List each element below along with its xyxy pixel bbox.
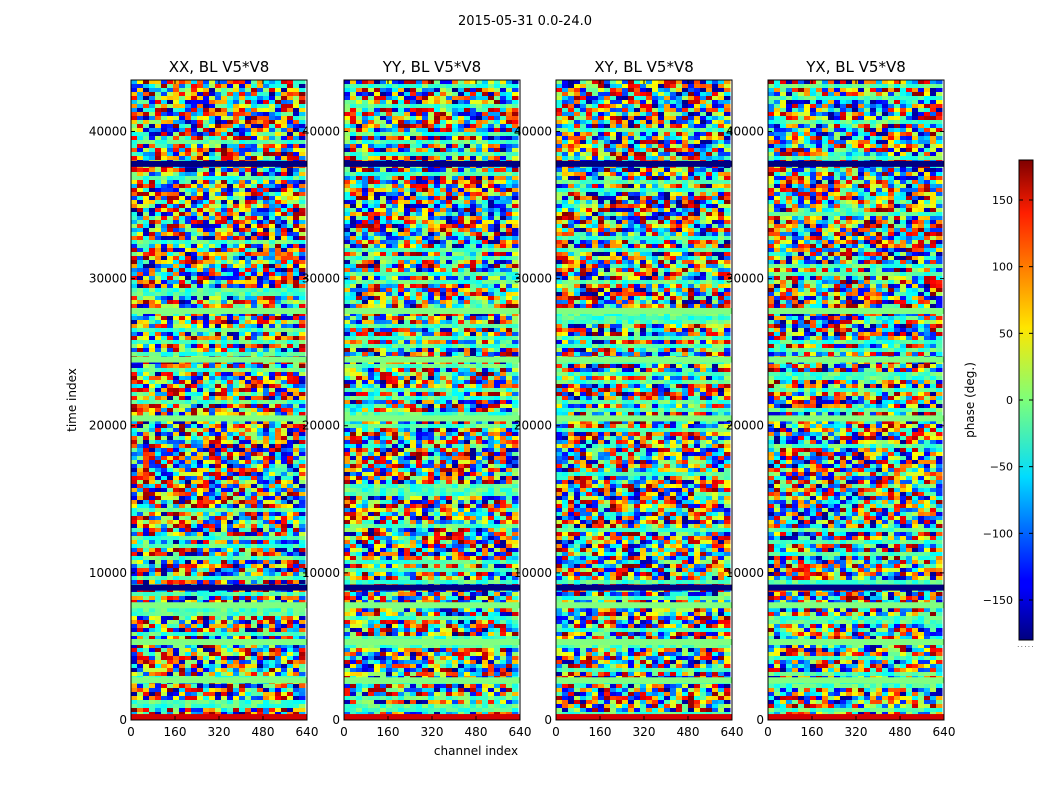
phase-band — [131, 415, 307, 421]
phase-band — [768, 161, 944, 167]
y-tick-label: 0 — [756, 713, 764, 727]
heatmap-panel-3: 0 160 320 480 640 0 10000 20000 30000 40000 — [514, 80, 744, 739]
phase-band — [556, 639, 732, 645]
y-tick-label: 0 — [544, 713, 552, 727]
heatmap-cells — [131, 80, 306, 721]
heatmap-panel-4: 0 160 320 480 640 0 10000 20000 30000 40000 — [726, 80, 956, 739]
phase-band — [768, 639, 944, 645]
y-tick-label: 30000 — [89, 272, 127, 286]
phase-band — [768, 357, 944, 363]
x-tick-label: 320 — [845, 725, 868, 739]
phase-band — [344, 677, 520, 683]
y-tick-label: 40000 — [302, 124, 340, 138]
phase-band — [768, 602, 944, 608]
x-tick-label: 480 — [252, 725, 275, 739]
phase-band — [556, 415, 732, 421]
x-tick-label: 0 — [764, 725, 772, 739]
phase-band — [556, 308, 732, 314]
x-tick-label: 640 — [933, 725, 956, 739]
phase-band — [768, 585, 944, 591]
heatmap-panel-1: 0 160 320 480 640 0 10000 20000 30000 40000 — [89, 80, 319, 739]
y-tick-label: 40000 — [89, 124, 127, 138]
colorbar-tick-label: 50 — [999, 327, 1013, 340]
phase-band — [131, 602, 307, 608]
x-tick-label: 480 — [465, 725, 488, 739]
phase-band — [556, 585, 732, 591]
phase-band — [556, 602, 732, 608]
y-tick-label: 20000 — [302, 419, 340, 433]
phase-band — [344, 308, 520, 314]
phase-band — [131, 677, 307, 683]
y-tick-label: 10000 — [302, 566, 340, 580]
phase-band — [344, 639, 520, 645]
y-tick-label: 10000 — [89, 566, 127, 580]
x-tick-label: 320 — [633, 725, 656, 739]
y-tick-label: 20000 — [89, 419, 127, 433]
phase-band — [556, 161, 732, 167]
x-tick-label: 160 — [377, 725, 400, 739]
y-tick-label: 30000 — [302, 272, 340, 286]
phase-band — [344, 585, 520, 591]
y-tick-label: 40000 — [514, 124, 552, 138]
colorbar-tick-label: 150 — [992, 194, 1013, 207]
x-tick-label: 160 — [589, 725, 612, 739]
phase-band — [344, 161, 520, 167]
phase-band — [131, 585, 307, 591]
x-tick-label: 640 — [296, 725, 319, 739]
phase-band — [556, 677, 732, 683]
x-tick-label: 640 — [721, 725, 744, 739]
colorbar: 150 100 50 0 −50 −100 −150 — [983, 160, 1033, 640]
x-tick-label: 640 — [509, 725, 532, 739]
colorbar-tick-label: 100 — [992, 261, 1013, 274]
phase-band — [768, 308, 944, 314]
phase-band — [131, 308, 307, 314]
x-tick-label: 480 — [889, 725, 912, 739]
phase-band — [131, 639, 307, 645]
x-tick-label: 0 — [552, 725, 560, 739]
colorbar-tick-label: −150 — [983, 594, 1013, 607]
x-tick-label: 0 — [127, 725, 135, 739]
phase-band — [131, 161, 307, 167]
x-tick-label: 160 — [164, 725, 187, 739]
y-tick-label: 40000 — [726, 124, 764, 138]
x-tick-label: 0 — [340, 725, 348, 739]
heatmap-cells — [556, 80, 731, 721]
colorbar-tick-label: −50 — [990, 461, 1013, 474]
y-tick-label: 0 — [332, 713, 340, 727]
heatmap-panel-2: 0 160 320 480 640 0 10000 20000 30000 40000 — [302, 80, 532, 739]
phase-band — [131, 357, 307, 363]
colorbar-tick-label: 0 — [1006, 394, 1013, 407]
colorbar-tick-label: −100 — [983, 527, 1013, 540]
heatmap-cells — [768, 80, 943, 721]
x-tick-label: 320 — [421, 725, 444, 739]
phase-band — [768, 415, 944, 421]
y-tick-label: 0 — [119, 713, 127, 727]
y-tick-label: 30000 — [726, 272, 764, 286]
x-tick-label: 320 — [208, 725, 231, 739]
phase-band — [344, 357, 520, 363]
phase-band — [768, 677, 944, 683]
heatmap-cells — [344, 80, 519, 721]
y-tick-label: 20000 — [726, 419, 764, 433]
y-tick-label: 20000 — [514, 419, 552, 433]
phase-band — [344, 415, 520, 421]
y-tick-label: 30000 — [514, 272, 552, 286]
x-tick-label: 160 — [801, 725, 824, 739]
y-tick-label: 10000 — [726, 566, 764, 580]
phase-band — [344, 602, 520, 608]
x-tick-label: 480 — [677, 725, 700, 739]
y-tick-label: 10000 — [514, 566, 552, 580]
phase-band — [556, 357, 732, 363]
